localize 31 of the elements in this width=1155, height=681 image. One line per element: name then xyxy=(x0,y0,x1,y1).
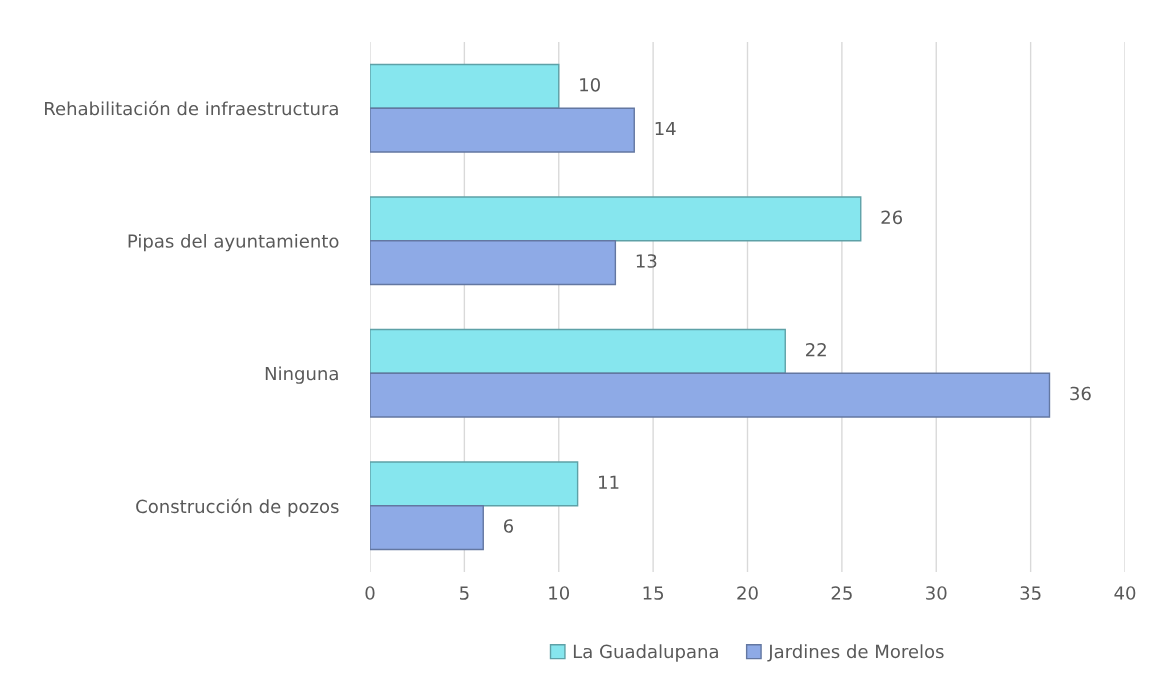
legend-label: Jardines de Morelos xyxy=(767,644,944,662)
x-tick-label: 0 xyxy=(365,586,375,600)
x-tick-label: 15 xyxy=(643,586,664,600)
x-tick-label: 5 xyxy=(460,586,469,600)
bar xyxy=(370,63,560,109)
x-tick-label: 35 xyxy=(1020,586,1041,600)
bar xyxy=(370,107,635,153)
y-tick-label: Construcción de pozos xyxy=(136,498,339,517)
legend-label: La Guadalupana xyxy=(573,644,718,662)
data-label: 36 xyxy=(1070,386,1091,401)
bar xyxy=(370,328,786,374)
y-tick-label: Pipas del ayuntamiento xyxy=(128,233,339,252)
x-tick-label: 30 xyxy=(926,586,947,600)
bar xyxy=(370,196,862,242)
data-label: 22 xyxy=(806,342,826,357)
bar xyxy=(370,240,617,286)
data-label: 14 xyxy=(655,121,676,136)
data-label: 10 xyxy=(580,77,600,92)
bar xyxy=(370,372,1051,418)
x-tick-label: 25 xyxy=(831,586,852,600)
x-tick-label: 10 xyxy=(549,586,570,600)
x-tick-label: 20 xyxy=(737,586,758,600)
data-label: 26 xyxy=(881,210,903,225)
data-label: 13 xyxy=(636,254,657,268)
bar xyxy=(370,461,579,507)
bar xyxy=(370,505,484,551)
data-label: 6 xyxy=(503,519,514,533)
data-label: 11 xyxy=(599,475,619,489)
y-tick-label: Rehabilitación de infraestructura xyxy=(45,100,338,116)
x-tick-label: 40 xyxy=(1114,586,1136,600)
y-tick-label: Ninguna xyxy=(265,366,338,384)
